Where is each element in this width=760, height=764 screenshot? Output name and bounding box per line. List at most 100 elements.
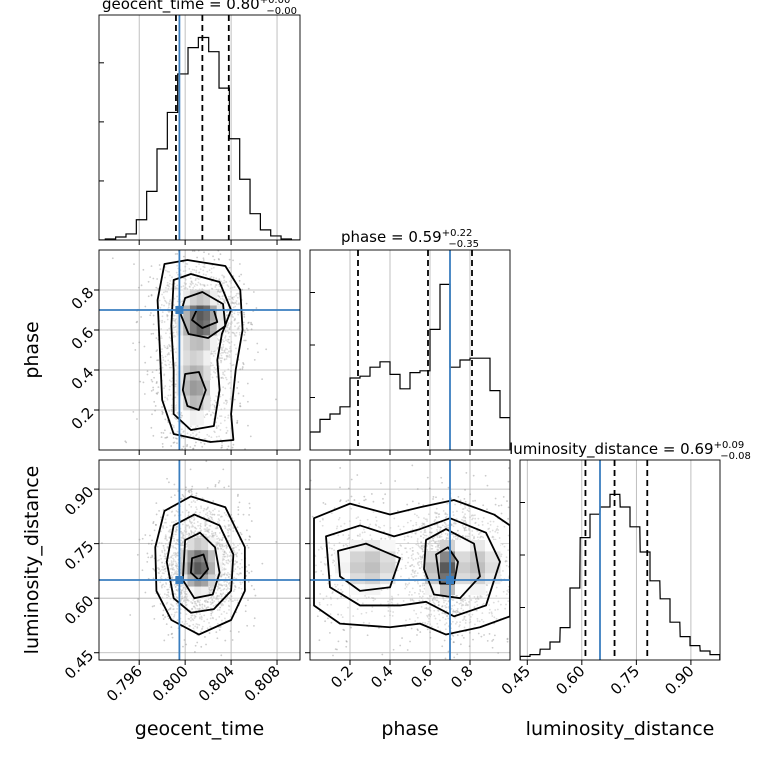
scatter-geocent_time-vs-phase-point (238, 275, 240, 277)
scatter-geocent_time-vs-phase-point (256, 307, 258, 309)
scatter-geocent_time-vs-phase-point (163, 213, 165, 215)
scatter-geocent_time-vs-phase-point (239, 263, 241, 265)
scatter-geocent_time-vs-phase-point (134, 349, 136, 351)
scatter-geocent_time-vs-luminosity_distance-point (233, 520, 235, 522)
scatter-geocent_time-vs-phase-point (163, 432, 165, 434)
scatter-geocent_time-vs-phase-point (252, 235, 254, 237)
scatter-geocent_time-vs-luminosity_distance-point (153, 577, 155, 579)
scatter-geocent_time-vs-phase-point (196, 245, 198, 247)
hist-geocent_time-title: geocent_time = 0.80+0.00−0.00 (102, 0, 297, 17)
scatter-geocent_time-vs-phase-point (162, 446, 164, 448)
scatter-geocent_time-vs-phase-point (152, 186, 154, 188)
scatter-geocent_time-vs-phase-point (161, 406, 163, 408)
scatter-geocent_time-vs-phase-point (218, 259, 220, 261)
hist-geocent_time-frame (99, 15, 300, 240)
scatter-geocent_time-vs-luminosity_distance-point (200, 646, 202, 648)
hist-luminosity_distance-xtick-label-1: 0.60 (552, 662, 588, 698)
scatter-geocent_time-vs-luminosity_distance-point (166, 478, 168, 480)
scatter-geocent_time-vs-phase-point (217, 463, 219, 465)
scatter-geocent_time-vs-luminosity_distance-point (152, 568, 154, 570)
scatter-geocent_time-vs-luminosity_distance-point (184, 639, 186, 641)
hist-luminosity_distance-title-sub: −0.08 (720, 451, 751, 462)
scatter-geocent_time-vs-phase-point (246, 303, 248, 305)
scatter-geocent_time-vs-luminosity_distance-point (144, 534, 146, 536)
scatter-geocent_time-vs-phase-point (194, 232, 196, 234)
scatter-geocent_time-vs-luminosity_distance-point (155, 524, 157, 526)
scatter-geocent_time-vs-phase-point (242, 362, 244, 364)
scatter-geocent_time-vs-luminosity_distance-point (151, 539, 153, 541)
scatter-geocent_time-vs-phase-point (156, 381, 158, 383)
scatter-phase-vs-luminosity_distance-point (296, 589, 298, 591)
scatter-geocent_time-vs-phase-point (140, 316, 142, 318)
scatter-geocent_time-vs-luminosity_distance-point (241, 533, 243, 535)
scatter-geocent_time-vs-phase-point (193, 248, 195, 250)
scatter-geocent_time-vs-phase-point (251, 324, 253, 326)
scatter-geocent_time-vs-phase-point (211, 477, 213, 479)
scatter-geocent_time-vs-phase-point (203, 259, 205, 261)
scatter-geocent_time-vs-phase-point (222, 494, 224, 496)
scatter-geocent_time-vs-phase-point (152, 371, 154, 373)
hist-luminosity_distance-title: luminosity_distance = 0.69+0.09−0.08 (509, 440, 751, 462)
scatter-geocent_time-vs-phase-point (146, 528, 148, 530)
scatter-geocent_time-vs-phase-point (243, 312, 245, 314)
scatter-geocent_time-vs-phase-point (220, 447, 222, 449)
scatter-geocent_time-vs-luminosity_distance-point (223, 487, 225, 489)
scatter-geocent_time-vs-luminosity_distance-point (249, 507, 251, 509)
scatter-geocent_time-vs-luminosity_distance-point (245, 605, 247, 607)
scatter-geocent_time-vs-luminosity_distance-point (191, 493, 193, 495)
scatter-phase-vs-luminosity_distance-point (589, 596, 591, 598)
scatter-geocent_time-vs-luminosity_distance-point (248, 539, 250, 541)
scatter-phase-vs-luminosity_distance-point (406, 504, 408, 506)
scatter-geocent_time-vs-phase-point (163, 233, 165, 235)
scatter-geocent_time-vs-phase-ytick-label-2: 0.6 (68, 324, 98, 354)
scatter-geocent_time-vs-phase-point (170, 463, 172, 465)
scatter-geocent_time-vs-phase-point (156, 337, 158, 339)
scatter-geocent_time-vs-phase-point (243, 314, 245, 316)
scatter-geocent_time-vs-luminosity_distance-point (222, 468, 224, 470)
scatter-geocent_time-vs-phase-point (228, 476, 230, 478)
scatter-geocent_time-vs-phase-point (201, 446, 203, 448)
scatter-geocent_time-vs-phase-point (238, 393, 240, 395)
scatter-geocent_time-vs-phase-point (164, 429, 166, 431)
scatter-geocent_time-vs-phase-point (166, 462, 168, 464)
scatter-phase-vs-luminosity_distance-point (537, 598, 539, 600)
scatter-geocent_time-vs-luminosity_distance-point (153, 618, 155, 620)
scatter-geocent_time-vs-luminosity_distance-point (196, 642, 198, 644)
scatter-geocent_time-vs-luminosity_distance-point (174, 494, 176, 496)
scatter-geocent_time-vs-luminosity_distance-point (183, 495, 185, 497)
scatter-phase-vs-luminosity_distance-point (495, 504, 497, 506)
scatter-geocent_time-vs-luminosity_distance-xtick-label-0: 0.796 (103, 662, 146, 705)
scatter-geocent_time-vs-luminosity_distance-point (195, 495, 197, 497)
scatter-phase-vs-luminosity_distance-point (329, 632, 331, 634)
scatter-geocent_time-vs-luminosity_distance-point (239, 502, 241, 504)
scatter-geocent_time-vs-phase-point (151, 413, 153, 415)
hist-luminosity_distance-title-main: luminosity_distance = 0.69 (509, 440, 713, 459)
scatter-geocent_time-vs-luminosity_distance-point (148, 543, 150, 545)
scatter-geocent_time-vs-luminosity_distance-point (219, 480, 221, 482)
scatter-geocent_time-vs-luminosity_distance-point (216, 637, 218, 639)
scatter-geocent_time-vs-phase-point (181, 452, 183, 454)
scatter-geocent_time-vs-luminosity_distance-point (149, 535, 151, 537)
scatter-geocent_time-vs-luminosity_distance-point (230, 630, 232, 632)
scatter-geocent_time-vs-phase-point (152, 278, 154, 280)
scatter-geocent_time-vs-luminosity_distance-point (207, 487, 209, 489)
scatter-geocent_time-vs-phase-point (196, 242, 198, 244)
scatter-geocent_time-vs-phase-point (189, 446, 191, 448)
scatter-geocent_time-vs-phase-point (196, 212, 198, 214)
scatter-geocent_time-vs-luminosity_distance-point (164, 616, 166, 618)
scatter-geocent_time-vs-phase-point (243, 316, 245, 318)
scatter-geocent_time-vs-phase-point (243, 395, 245, 397)
scatter-geocent_time-vs-phase-point (176, 442, 178, 444)
hist-phase-frame (310, 250, 510, 450)
scatter-geocent_time-vs-luminosity_distance-point (147, 556, 149, 558)
scatter-geocent_time-vs-phase-point (237, 381, 239, 383)
scatter-phase-vs-luminosity_distance-point (533, 535, 535, 537)
scatter-geocent_time-vs-luminosity_distance-ytick-label-0: 0.45 (61, 646, 97, 682)
scatter-phase-vs-luminosity_distance-point (382, 498, 384, 500)
scatter-geocent_time-vs-luminosity_distance-point (168, 481, 170, 483)
hist-geocent_time-title-main: geocent_time = 0.80 (102, 0, 260, 14)
scatter-geocent_time-vs-phase-point (178, 243, 180, 245)
scatter-geocent_time-vs-phase-point (244, 330, 246, 332)
scatter-geocent_time-vs-phase-point (148, 281, 150, 283)
scatter-geocent_time-vs-phase-point (144, 393, 146, 395)
